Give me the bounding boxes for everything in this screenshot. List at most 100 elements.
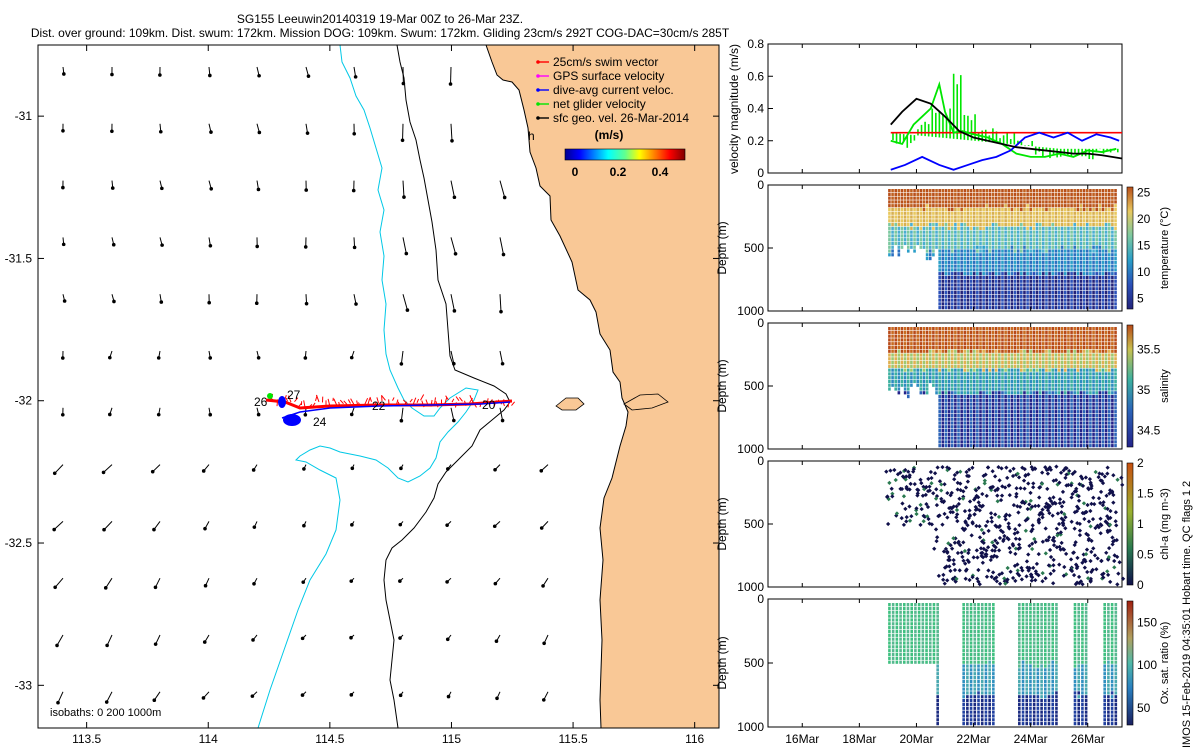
profile-point [991,345,995,350]
profile-point [950,421,954,425]
profile-point [1107,290,1111,295]
profile-point [1004,298,1007,302]
profile-point [966,283,970,287]
profile-point [932,230,935,234]
profile-point [985,440,989,444]
profile-point [954,338,957,342]
profile-point [1020,272,1023,276]
profile-point [935,196,938,200]
profile-point [1107,357,1111,361]
profile-point [994,238,998,242]
profile-point [1111,357,1114,361]
profile-point [1079,334,1083,338]
profile-point [925,234,929,238]
profile-point [1048,241,1051,246]
profile-point [1098,196,1102,200]
profile-point [963,394,967,399]
profile-point [976,222,979,227]
profile-point [1067,207,1070,212]
profile-point [972,264,976,268]
profile-point [963,398,967,402]
net-velocity-bar [1077,148,1080,156]
profile-point [1107,330,1111,334]
profile-point [1035,219,1039,223]
profile-point [894,387,898,391]
profile-point [1054,230,1058,234]
profile-point [914,506,919,511]
profile-point [1054,207,1058,212]
profile-point [1076,275,1080,280]
profile-point [1101,290,1105,295]
profile-point [1029,275,1033,280]
profile-point [1076,327,1080,331]
profile-point [910,200,913,204]
profile-point [910,334,913,338]
profile-point [1020,230,1023,234]
profile-point [919,230,923,234]
profile-point [985,189,989,193]
profile-point [966,192,970,196]
profile-point [1095,283,1098,287]
profile-point [910,383,913,387]
profile-point [1104,234,1108,238]
profile-point [913,207,916,212]
profile-point [1057,436,1061,440]
profile-point [1111,372,1114,376]
profile-point [985,241,989,246]
profile-point [1048,264,1051,268]
profile-point [1079,440,1083,444]
profile-point [1067,275,1070,280]
profile-point [894,360,898,365]
profile-point [1073,387,1077,391]
profile-point [932,207,935,212]
profile-point [947,564,952,569]
profile-point [1007,260,1011,264]
profile-point [941,219,945,223]
profile-point [1020,338,1023,342]
profile-point [976,279,979,283]
profile-point [966,211,970,215]
profile-point [1076,421,1080,425]
profile-point [1111,238,1114,242]
profile-point [898,470,903,475]
profile-point [963,413,967,418]
profile-point [941,428,945,433]
profile-point [1013,215,1017,219]
profile-point [888,219,891,223]
profile-point [998,440,1001,444]
profile-point [954,357,957,361]
profile-point [936,573,941,578]
profile-point [1029,298,1033,302]
profile-point [1111,345,1114,350]
profile-point [1035,279,1039,283]
profile-point [954,279,957,283]
profile-point [1010,245,1014,249]
profile-point [998,379,1001,384]
profile-point [1020,436,1023,440]
profile-point [983,523,989,529]
profile-point [1067,245,1070,249]
profile-point [1054,334,1058,338]
profile-point [1082,417,1086,421]
profile-point [1054,391,1058,395]
profile-point [1038,272,1042,276]
profile-point [991,410,995,414]
profile-point [966,428,970,433]
profile-point [1010,383,1014,387]
geo-vector [499,294,502,312]
profile-point [919,245,923,249]
geo-vector-head [502,195,507,200]
profile-point [947,466,952,471]
profile-point [906,368,910,372]
profile-point [1111,387,1114,391]
profile-point [963,256,967,261]
profile-point [972,241,976,246]
profile-point [891,226,894,230]
profile-point [1048,417,1051,421]
profile-point [1032,421,1036,425]
profile-point [1054,410,1058,414]
profile-point [985,234,989,238]
profile-point [1082,330,1086,334]
profile-point [1013,222,1017,227]
profile-point [960,406,963,410]
